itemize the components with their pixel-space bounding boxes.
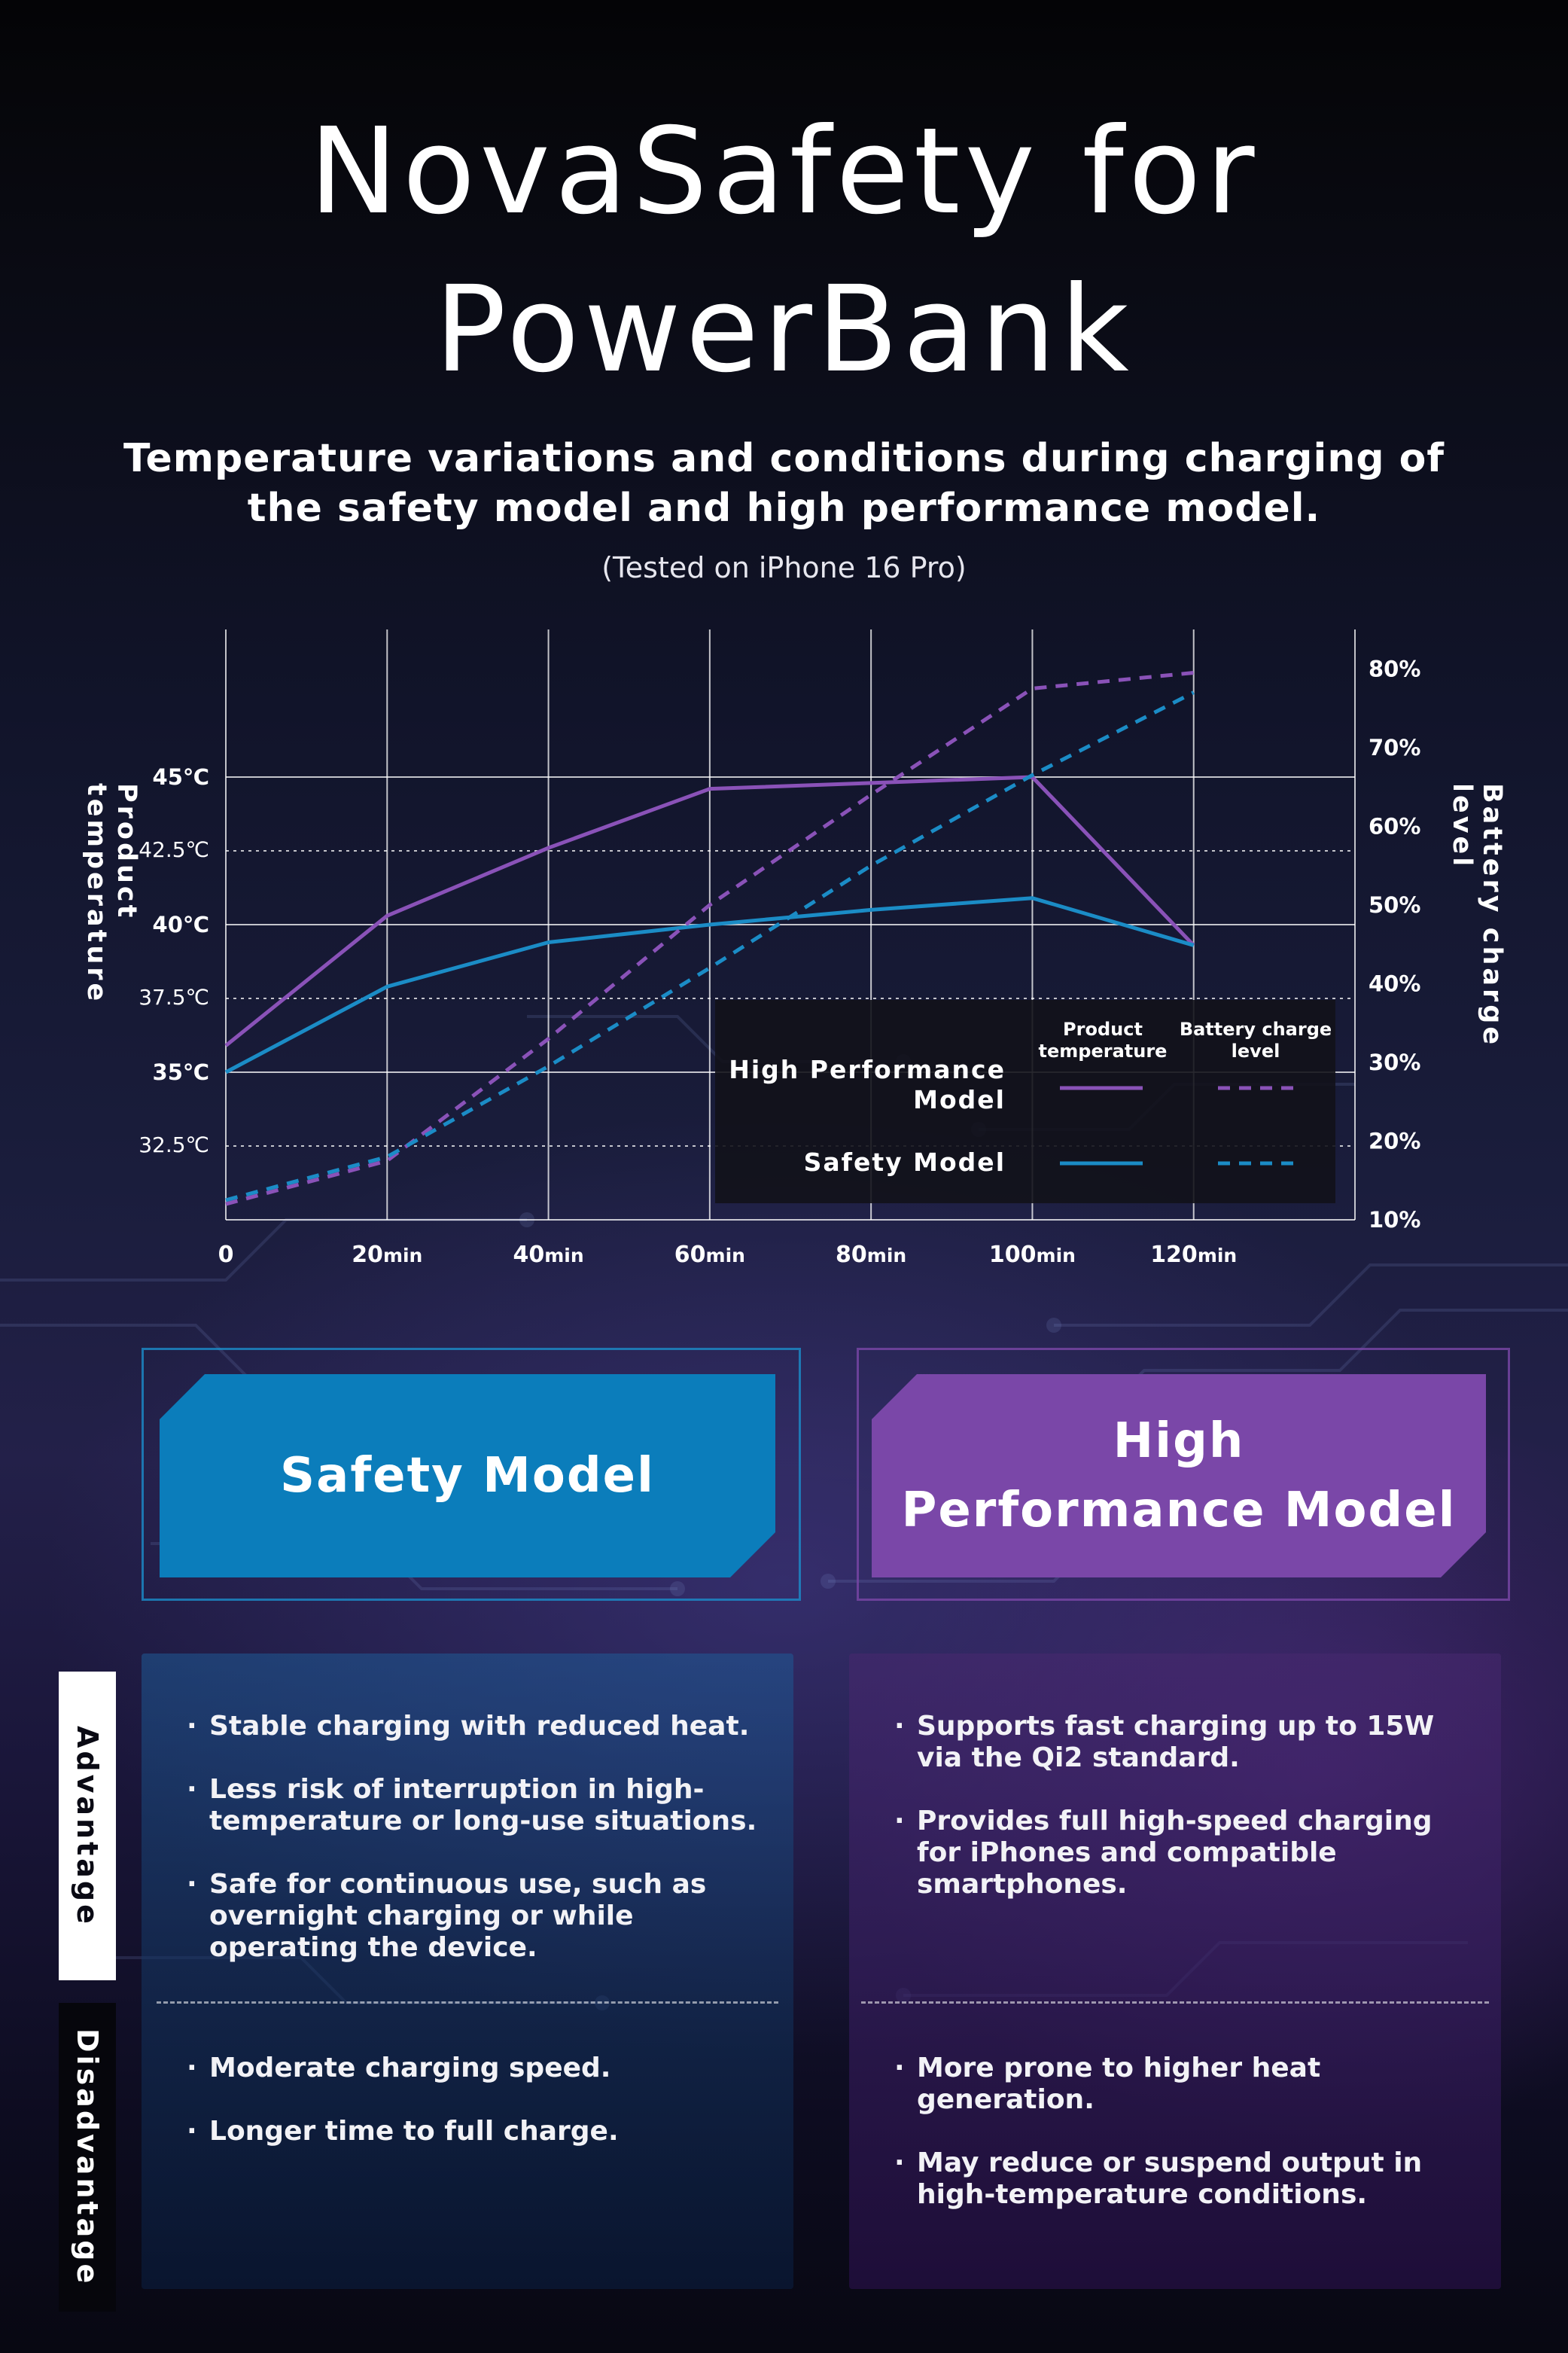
legend-box xyxy=(715,1000,1335,1203)
advantage-label: Advantage xyxy=(59,1672,116,1980)
page-title-line-1: NovaSafety for xyxy=(309,102,1259,241)
right-tick-label: 40% xyxy=(1369,971,1420,996)
safety-disadvantages-list: Moderate charging speed. Longer time to … xyxy=(187,2053,766,2179)
subtitle-line-2: the safety model and high performance mo… xyxy=(247,486,1321,531)
high-advantages-list: Supports fast charging up to 15W via the… xyxy=(894,1711,1481,1932)
list-item: Moderate charging speed. xyxy=(187,2053,766,2084)
series-line xyxy=(225,690,1195,1202)
high-model-label-line-1: High xyxy=(1113,1413,1245,1469)
left-axis-label: Product temperature xyxy=(81,783,142,1004)
subtitle-line-1: Temperature variations and conditions du… xyxy=(123,436,1445,481)
list-item: Provides full high-speed charging for iP… xyxy=(894,1806,1481,1900)
legend-row-high: Model xyxy=(913,1085,1006,1114)
safety-advantages-list: Stable charging with reduced heat. Less … xyxy=(187,1711,766,1995)
disadvantage-label: Disadvantage xyxy=(59,2003,116,2312)
test-note: (Tested on iPhone 16 Pro) xyxy=(601,551,967,584)
legend-row-safety: Safety Model xyxy=(804,1148,1006,1177)
x-tick-label: 80min xyxy=(836,1242,906,1268)
list-item: Supports fast charging up to 15W via the… xyxy=(894,1711,1481,1774)
legend-col-temp: temperature xyxy=(1039,1041,1168,1062)
x-tick-label: 120min xyxy=(1150,1242,1237,1268)
list-item: Stable charging with reduced heat. xyxy=(187,1711,766,1742)
safety-model-frame xyxy=(142,1348,801,1601)
legend-col-charge: level xyxy=(1232,1041,1280,1062)
section-divider xyxy=(157,2001,778,2004)
safety-model-box: Safety Model xyxy=(160,1374,775,1577)
series-line xyxy=(225,671,1194,1206)
series-line xyxy=(224,896,1195,1074)
section-divider xyxy=(861,2001,1489,2004)
x-tick-label: 40min xyxy=(513,1242,583,1268)
list-item: Longer time to full charge. xyxy=(187,2116,766,2147)
x-tick-label: 60min xyxy=(674,1242,745,1268)
left-tick-label: 37.5℃ xyxy=(139,985,209,1010)
page-title-line-2: PowerBank xyxy=(434,261,1134,399)
list-item: Safe for continuous use, such as overnig… xyxy=(187,1869,766,1964)
right-tick-label: 80% xyxy=(1369,656,1420,681)
legend-col-charge: Battery charge xyxy=(1180,1019,1332,1040)
right-tick-label: 10% xyxy=(1369,1207,1420,1233)
high-disadvantages-list: More prone to higher heat generation. Ma… xyxy=(894,2053,1481,2242)
legend-col-temp: Product xyxy=(1063,1019,1143,1040)
right-axis-label: Battery charge level xyxy=(1447,783,1507,1048)
high-performance-model-box: High Performance Model xyxy=(872,1374,1486,1577)
temperature-charge-chart: 45℃ 42.5℃ 40℃ 37.5℃ 35℃ 32.5℃ 80% 70% 60% 50% 40% 3… xyxy=(139,629,1420,1268)
right-tick-label: 60% xyxy=(1369,813,1420,839)
list-item: May reduce or suspend output in high-tem… xyxy=(894,2147,1481,2211)
high-model-frame xyxy=(857,1348,1510,1601)
left-tick-label: 35℃ xyxy=(153,1059,209,1085)
x-tick-label: 100min xyxy=(989,1242,1076,1268)
list-item: Less risk of interruption in high-temper… xyxy=(187,1774,766,1837)
high-performance-panel: Supports fast charging up to 15W via the… xyxy=(849,1654,1501,2289)
x-tick-label: 20min xyxy=(352,1242,422,1268)
left-tick-label: 45℃ xyxy=(153,764,209,790)
list-item: More prone to higher heat generation. xyxy=(894,2053,1481,2116)
x-tick-label: 0 xyxy=(218,1242,234,1268)
left-tick-label: 42.5℃ xyxy=(139,837,209,862)
safety-model-label: Safety Model xyxy=(280,1448,655,1504)
high-model-label-line-2: Performance Model xyxy=(901,1483,1457,1538)
right-tick-label: 50% xyxy=(1369,892,1420,918)
safety-model-panel: Stable charging with reduced heat. Less … xyxy=(142,1654,793,2289)
right-tick-label: 20% xyxy=(1369,1128,1420,1154)
left-tick-label: 32.5℃ xyxy=(139,1132,209,1157)
legend-row-high: High Performance xyxy=(729,1055,1006,1084)
left-tick-label: 40℃ xyxy=(153,912,209,937)
right-tick-label: 70% xyxy=(1369,735,1420,760)
right-tick-label: 30% xyxy=(1369,1050,1420,1075)
